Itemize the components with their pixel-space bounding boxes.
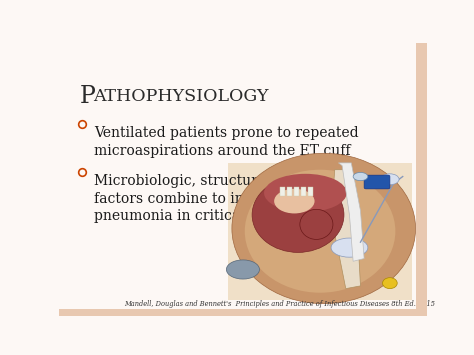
Text: factors combine to increase the risk of: factors combine to increase the risk of [94, 192, 367, 206]
Text: Mandell, Douglas and Bennett's  Principles and Practice of Infectious Diseases 8: Mandell, Douglas and Bennett's Principle… [124, 300, 435, 308]
Ellipse shape [232, 153, 416, 304]
Ellipse shape [300, 209, 333, 239]
Ellipse shape [353, 173, 368, 181]
Text: ATHOPHYSIOLOGY: ATHOPHYSIOLOGY [93, 88, 269, 105]
Ellipse shape [274, 189, 315, 213]
Text: microaspirations around the ET cuff: microaspirations around the ET cuff [94, 144, 351, 158]
Text: pneumonia in critically ill patients: pneumonia in critically ill patients [94, 209, 337, 223]
Ellipse shape [264, 174, 346, 212]
Ellipse shape [381, 174, 399, 185]
Ellipse shape [331, 238, 368, 257]
Bar [293, 187, 299, 196]
Ellipse shape [227, 260, 259, 279]
Polygon shape [331, 170, 360, 289]
Text: P: P [80, 85, 95, 108]
Ellipse shape [245, 170, 395, 293]
Bar [280, 187, 285, 196]
Bar [59, 309, 427, 316]
Text: Microbiologic, structural, and humoral: Microbiologic, structural, and humoral [94, 174, 370, 188]
Bar [416, 43, 427, 316]
Bar [287, 187, 292, 196]
FancyBboxPatch shape [228, 163, 412, 300]
Polygon shape [338, 163, 364, 261]
Ellipse shape [252, 177, 344, 252]
Bar [301, 187, 306, 196]
Ellipse shape [383, 278, 397, 289]
Bar [308, 187, 313, 196]
Text: Ventilated patients prone to repeated: Ventilated patients prone to repeated [94, 126, 359, 140]
FancyBboxPatch shape [364, 175, 390, 189]
